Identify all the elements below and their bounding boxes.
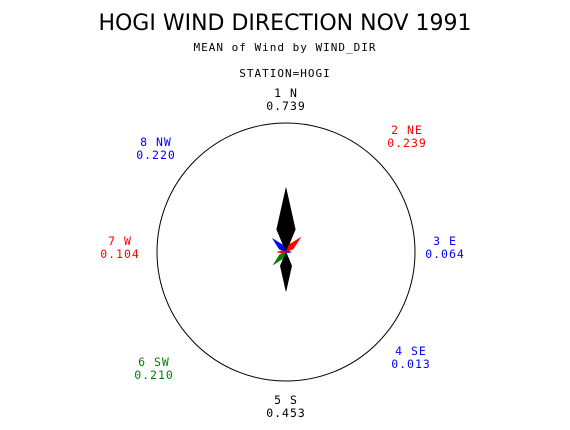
- direction-label-n: 1 N: [274, 86, 298, 100]
- value-label-n: 0.739: [266, 99, 306, 113]
- value-label-sw: 0.210: [134, 368, 174, 382]
- rose-circle: [156, 122, 416, 382]
- direction-label-nw: 8 NW: [140, 135, 172, 149]
- chart-subtitle: MEAN of Wind by WIND_DIR: [194, 41, 377, 54]
- petal-ne: [285, 237, 301, 253]
- direction-label-w: 7 W: [108, 234, 132, 248]
- value-label-w: 0.104: [100, 247, 140, 261]
- direction-label-ne: 2 NE: [391, 123, 423, 137]
- petal-se: [285, 251, 288, 254]
- petal-s: [280, 251, 292, 292]
- direction-label-s: 5 S: [274, 393, 298, 407]
- value-label-ne: 0.239: [387, 136, 427, 150]
- direction-label-se: 4 SE: [395, 344, 427, 358]
- petal-w: [276, 250, 287, 254]
- labels-group: 1 N0.739 2 NE0.239 3 E0.064 4 SE0.013 5 S0.4…: [100, 86, 465, 420]
- value-label-se: 0.013: [391, 357, 431, 371]
- station-label: STATION=HOGI: [239, 67, 330, 80]
- petal-nw: [272, 238, 287, 253]
- petals-group: [272, 187, 301, 292]
- petal-e: [285, 250, 292, 254]
- petal-n: [276, 187, 296, 253]
- direction-label-sw: 6 SW: [138, 355, 170, 369]
- petal-sw: [272, 251, 287, 266]
- value-label-nw: 0.220: [136, 148, 176, 162]
- chart-title: HOGI WIND DIRECTION NOV 1991: [98, 11, 471, 36]
- value-label-e: 0.064: [425, 247, 465, 261]
- value-label-s: 0.453: [266, 406, 306, 420]
- direction-label-e: 3 E: [433, 234, 457, 248]
